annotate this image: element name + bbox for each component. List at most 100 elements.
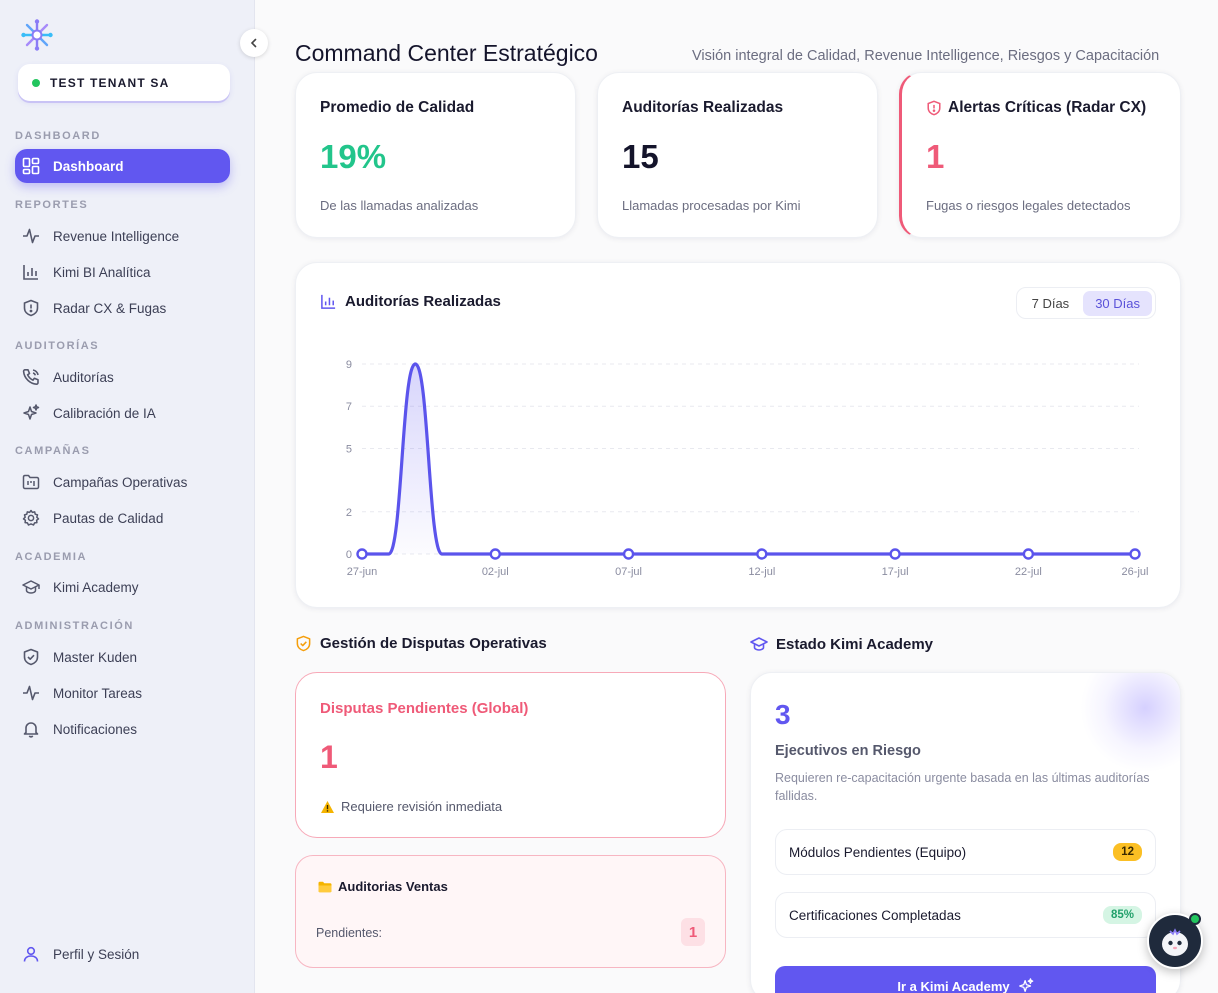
sidebar-item-radar-cx[interactable]: Radar CX & Fugas: [15, 291, 230, 325]
section-label-dashboard: DASHBOARD: [15, 130, 101, 142]
data-point[interactable]: [622, 548, 635, 560]
sidebar-item-campanas-operativas[interactable]: Campañas Operativas: [15, 465, 230, 499]
sidebar-item-pautas-calidad[interactable]: Pautas de Calidad: [15, 501, 230, 535]
kpi-description: Fugas o riesgos legales detectados: [926, 198, 1131, 213]
phone-call-icon: [21, 367, 41, 387]
audits-line-chart: 0 2 5 7 9 27-jun 02-jul 07-jul 12-jul 17-jul 22-j…: [346, 359, 1149, 578]
page-title: Command Center Estratégico: [295, 40, 598, 66]
pending-modules-badge: 12: [1113, 843, 1142, 861]
layout-grid-icon: [21, 156, 41, 176]
kpi-title: Promedio de Calidad: [320, 99, 475, 116]
collapse-sidebar-button[interactable]: [240, 29, 268, 57]
kpi-value: 1: [926, 138, 945, 175]
sidebar-item-notificaciones[interactable]: Notificaciones: [15, 712, 230, 746]
kpi-value: 19%: [320, 138, 387, 175]
disputes-section-header: Gestión de Disputas Operativas: [295, 635, 547, 652]
section-label-campanas: CAMPAÑAS: [15, 445, 91, 457]
kpi-description: De las llamadas analizadas: [320, 198, 479, 213]
disputes-pending-title: Disputas Pendientes (Global): [320, 700, 529, 717]
pending-modules-row[interactable]: Módulos Pendientes (Equipo) 12: [775, 829, 1156, 875]
data-point[interactable]: [889, 548, 901, 560]
graduation-cap-icon: [750, 637, 768, 651]
sidebar-item-perfil-sesion[interactable]: Perfil y Sesión: [15, 937, 230, 971]
academy-card: 3 Ejecutivos en Riesgo Requieren re-capa…: [750, 672, 1181, 993]
academy-section-header: Estado Kimi Academy: [750, 635, 933, 653]
kimi-logo-icon: [21, 19, 53, 51]
sparkles-icon: [1018, 978, 1033, 992]
sidebar-item-calibracion-ia[interactable]: Calibración de IA: [15, 396, 230, 430]
graduation-cap-icon: [21, 577, 41, 597]
data-point[interactable]: [1129, 548, 1141, 560]
data-point[interactable]: [489, 548, 501, 560]
kpi-title-row: Alertas Críticas (Radar CX): [926, 99, 1146, 117]
decorative-glow: [1080, 673, 1180, 773]
folder-icon: [318, 881, 332, 892]
data-point[interactable]: [356, 548, 368, 560]
disputes-note-text: Requiere revisión inmediata: [341, 799, 503, 814]
bell-icon: [21, 719, 41, 739]
bar-chart-icon: [21, 262, 41, 282]
x-tick-label: 22-jul: [1015, 566, 1042, 578]
sidebar-item-dashboard[interactable]: Dashboard: [15, 149, 230, 183]
chevron-left-icon: [250, 38, 257, 48]
academy-section-title: Estado Kimi Academy: [776, 635, 933, 653]
activity-icon: [21, 683, 41, 703]
shield-check-icon: [296, 635, 311, 652]
chart-title: Auditorías Realizadas: [345, 293, 501, 310]
section-label-auditorias: AUDITORÍAS: [15, 340, 100, 352]
chart-title-row: Auditorías Realizadas: [320, 293, 501, 310]
at-risk-description: Requieren re-capacitación urgente basada…: [775, 771, 1150, 803]
sidebar-item-monitor-tareas[interactable]: Monitor Tareas: [15, 676, 230, 710]
sidebar-item-kimi-academy[interactable]: Kimi Academy: [15, 570, 230, 604]
completed-certifications-badge: 85%: [1102, 906, 1142, 924]
kpi-value: 15: [622, 138, 659, 175]
series-area: [362, 364, 1135, 554]
warning-icon: [321, 800, 334, 813]
sidebar-item-revenue-intelligence[interactable]: Revenue Intelligence: [15, 219, 230, 253]
sidebar-item-master-kuden[interactable]: Master Kuden: [15, 640, 230, 674]
sparkles-icon: [21, 403, 41, 423]
sidebar-item-label: Notificaciones: [53, 721, 138, 737]
completed-certifications-row[interactable]: Certificaciones Completadas 85%: [775, 892, 1156, 938]
y-tick-label: 5: [346, 443, 352, 455]
pending-modules-label: Módulos Pendientes (Equipo): [789, 844, 967, 860]
sales-audits-card[interactable]: Auditorias Ventas Pendientes: 1: [295, 855, 726, 968]
go-to-academy-label: Ir a Kimi Academy: [897, 978, 1010, 993]
range-7-days-button[interactable]: 7 Días: [1031, 295, 1070, 311]
sidebar-item-kimi-bi[interactable]: Kimi BI Analítica: [15, 255, 230, 289]
tenant-status-dot: [32, 78, 40, 87]
disputes-section-title: Gestión de Disputas Operativas: [320, 635, 547, 652]
go-to-academy-button[interactable]: Ir a Kimi Academy: [775, 966, 1156, 993]
sidebar-item-label: Calibración de IA: [53, 405, 156, 421]
y-tick-label: 0: [346, 549, 352, 561]
section-label-reportes: REPORTES: [15, 199, 89, 211]
sidebar-item-auditorias[interactable]: Auditorías: [15, 360, 230, 394]
kpi-card-quality: Promedio de Calidad 19% De las llamadas …: [295, 72, 576, 238]
sidebar-item-label: Auditorías: [53, 369, 114, 385]
disputes-note: Requiere revisión inmediata: [320, 799, 502, 814]
disputes-pending-card[interactable]: Disputas Pendientes (Global) 1 Requiere …: [295, 672, 726, 838]
x-tick-label: 07-jul: [615, 566, 642, 578]
x-tick-label: 17-jul: [882, 566, 909, 578]
y-tick-label: 7: [346, 401, 352, 413]
kpi-card-alerts: Alertas Críticas (Radar CX) 1 Fugas o ri…: [899, 72, 1181, 238]
x-tick-label: 02-jul: [482, 566, 509, 578]
data-point[interactable]: [1022, 548, 1035, 560]
audits-chart-card: Auditorías Realizadas 7 Días 30 Días 0 2 5…: [295, 262, 1181, 608]
sidebar-item-label: Revenue Intelligence: [53, 228, 180, 244]
tenant-name: TEST TENANT SA: [50, 75, 170, 90]
section-label-academia: ACADEMIA: [15, 551, 88, 563]
tenant-selector[interactable]: TEST TENANT SA: [18, 64, 230, 101]
sidebar-item-label: Perfil y Sesión: [53, 946, 140, 962]
shield-alert-icon: [21, 298, 41, 318]
bar-chart-icon: [321, 294, 336, 309]
range-30-days-button[interactable]: 30 Días: [1083, 290, 1152, 316]
page-subtitle: Visión integral de Calidad, Revenue Inte…: [692, 48, 1160, 64]
shield-check-icon: [21, 647, 41, 667]
series-line: [361, 362, 1135, 556]
data-point[interactable]: [756, 548, 768, 560]
assistant-mascot-icon: [1162, 928, 1188, 956]
x-tick-label: 12-jul: [748, 566, 775, 578]
sales-audits-title-row: Auditorias Ventas: [318, 879, 448, 894]
settings-icon: [21, 508, 41, 528]
